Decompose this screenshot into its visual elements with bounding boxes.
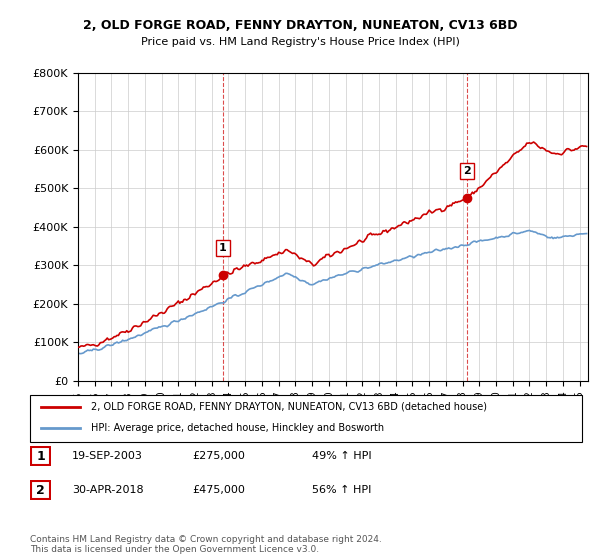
Text: 30-APR-2018: 30-APR-2018 bbox=[72, 485, 143, 495]
Text: Price paid vs. HM Land Registry's House Price Index (HPI): Price paid vs. HM Land Registry's House … bbox=[140, 37, 460, 47]
Text: 49% ↑ HPI: 49% ↑ HPI bbox=[312, 451, 371, 461]
Text: 2: 2 bbox=[36, 483, 45, 497]
FancyBboxPatch shape bbox=[31, 481, 50, 499]
Text: Contains HM Land Registry data © Crown copyright and database right 2024.
This d: Contains HM Land Registry data © Crown c… bbox=[30, 535, 382, 554]
FancyBboxPatch shape bbox=[31, 447, 50, 465]
Text: 56% ↑ HPI: 56% ↑ HPI bbox=[312, 485, 371, 495]
FancyBboxPatch shape bbox=[30, 395, 582, 442]
Text: 1: 1 bbox=[219, 243, 227, 253]
Text: 2, OLD FORGE ROAD, FENNY DRAYTON, NUNEATON, CV13 6BD (detached house): 2, OLD FORGE ROAD, FENNY DRAYTON, NUNEAT… bbox=[91, 402, 487, 412]
Text: 1: 1 bbox=[36, 450, 45, 463]
Text: 19-SEP-2003: 19-SEP-2003 bbox=[72, 451, 143, 461]
Text: £275,000: £275,000 bbox=[192, 451, 245, 461]
Text: 2, OLD FORGE ROAD, FENNY DRAYTON, NUNEATON, CV13 6BD: 2, OLD FORGE ROAD, FENNY DRAYTON, NUNEAT… bbox=[83, 18, 517, 32]
Text: HPI: Average price, detached house, Hinckley and Bosworth: HPI: Average price, detached house, Hinc… bbox=[91, 423, 384, 433]
Text: 2: 2 bbox=[463, 166, 470, 176]
Text: £475,000: £475,000 bbox=[192, 485, 245, 495]
